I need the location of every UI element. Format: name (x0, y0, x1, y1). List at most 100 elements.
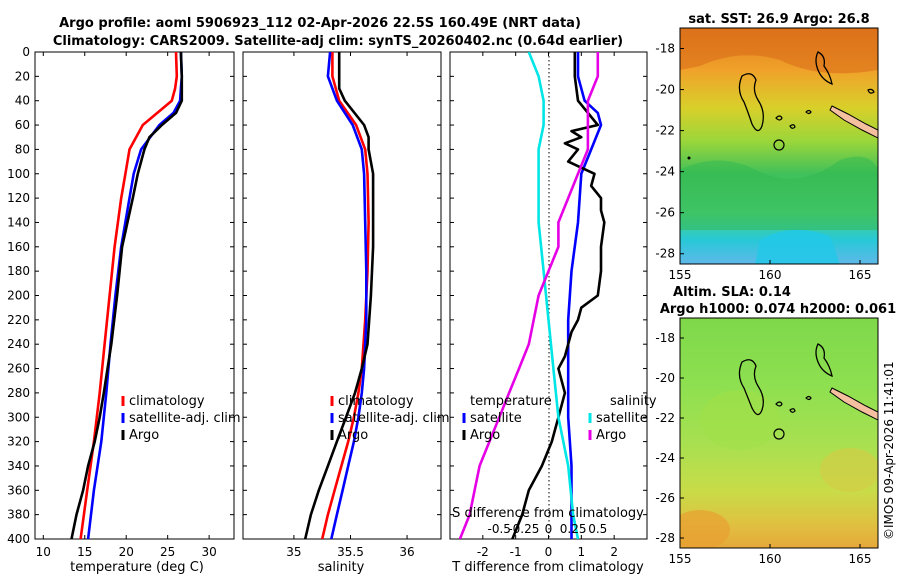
x-tick-label: 0 (545, 545, 553, 559)
map-y-tick-label: -26 (655, 206, 675, 220)
temperature-lines (70, 52, 184, 539)
map-y-tick-label: -28 (655, 531, 675, 545)
map-y-tick-label: -20 (655, 83, 675, 97)
sla-map-title-line2: Argo h1000: 0.074 h2000: 0.061 (660, 302, 896, 317)
legend-label-s-satellite: satellite (596, 411, 648, 426)
difference-lines (458, 52, 606, 539)
reef-contour-chesterfield (738, 359, 764, 416)
legend-label-t-argo: Argo (470, 428, 500, 443)
reef-contour-lord-howe (815, 343, 833, 378)
sla-map (680, 318, 878, 548)
reef-contour-small (775, 395, 812, 413)
legend-title-salinity: salinity (610, 394, 657, 409)
sla-anomaly-patch (820, 448, 878, 492)
depth-tick-label: 100 (7, 167, 30, 181)
depth-tick-label: 340 (7, 459, 30, 473)
map-y-tick-label: -26 (655, 491, 675, 505)
map-y-tick-label: -22 (655, 124, 675, 138)
temperature-axis-label: temperature (deg C) (70, 560, 204, 575)
depth-tick-label: 240 (7, 337, 30, 351)
depth-tick-label: 220 (7, 313, 30, 327)
sla-anomaly-patch (680, 510, 730, 548)
sla-map-title-line1: Altim. SLA: 0.14 (673, 285, 791, 300)
x-tick-label: 35.5 (337, 545, 364, 559)
x-tick-label: 35 (286, 545, 301, 559)
legend-label-climatology: climatology (129, 394, 205, 409)
x-tick-label: 1 (578, 545, 586, 559)
depth-tick-label: 60 (15, 118, 30, 132)
sst-cool-patch (755, 229, 840, 264)
sla-map-ticks: 155 160 165 -18 -20 -22 -24 -26 -28 (655, 331, 871, 566)
sla-map-frame (679, 317, 879, 549)
series-line-temperature-argo (511, 52, 606, 539)
depth-tick-label: 120 (7, 191, 30, 205)
legend-label-argo: Argo (338, 428, 368, 443)
series-line-argo (70, 52, 184, 539)
x-tick-label: 10 (36, 545, 51, 559)
depth-tick-label: 320 (7, 435, 30, 449)
temperature-legend: climatology satellite-adj. clim Argo (121, 394, 241, 443)
s-tick-label: 0.25 (560, 522, 587, 536)
depth-tick-label: 20 (15, 69, 30, 83)
legend-label-satellite: satellite-adj. clim (338, 411, 450, 426)
x-tick-label: 25 (160, 545, 175, 559)
land-new-caledonia (829, 387, 878, 421)
salinity-axis-label: salinity (318, 560, 365, 575)
depth-tick-label: 80 (15, 142, 30, 156)
argo-position-marker (773, 139, 785, 151)
depth-tick-label: 140 (7, 215, 30, 229)
depth-tick-label: 300 (7, 410, 30, 424)
map-y-tick-label: -24 (655, 451, 675, 465)
t-difference-axis-label: T difference from climatology (451, 560, 644, 575)
legend-label-satellite: satellite-adj. clim (129, 411, 241, 426)
land-new-caledonia (829, 105, 878, 139)
depth-tick-label: 160 (7, 240, 30, 254)
chart-title-line2: Climatology: CARS2009. Satellite-adj cli… (53, 34, 623, 49)
depth-tick-label: 180 (7, 264, 30, 278)
map-x-tick-label: 155 (669, 268, 692, 282)
map-x-tick-label: 165 (849, 552, 872, 566)
s-difference-axis-label: S difference from climatology (452, 506, 644, 521)
map-y-tick-label: -18 (655, 42, 675, 56)
depth-tick-label: 280 (7, 386, 30, 400)
salinity-legend: climatology satellite-adj. clim Argo (330, 394, 450, 443)
legend-label-climatology: climatology (338, 394, 414, 409)
sst-map-title: sat. SST: 26.9 Argo: 26.8 (688, 12, 869, 27)
s-difference-tick-labels: -0.5-0.25 0 0.25 0.5 (488, 522, 608, 536)
reef-contour-chesterfield (738, 73, 764, 132)
difference-legend: temperature satellite Argo salinity sate… (462, 394, 657, 443)
coast-dot (687, 156, 691, 160)
temperature-panel-frame (34, 51, 235, 540)
sst-warm-patch (680, 28, 878, 74)
panel-ticks: 10 15 20 25 30 35 35.5 36 -2 -1 0 1 2 (35, 51, 647, 559)
x-tick-label: -2 (477, 545, 489, 559)
map-y-tick-label: -22 (655, 411, 675, 425)
imos-timestamp-watermark: ©IMOS 09-Apr-2026 11:41:01 (882, 361, 896, 540)
sst-map-ticks: 155 160 165 -18 -20 -22 -24 -26 -28 (655, 42, 871, 282)
reef-contour-small (775, 88, 875, 129)
depth-tick-label: 360 (7, 483, 30, 497)
series-line-salinity-satellite (527, 52, 580, 539)
depth-tick-label: 40 (15, 94, 30, 108)
x-tick-label: 20 (119, 545, 134, 559)
series-line-satellite-adj-clim (86, 52, 184, 539)
s-tick-label: -0.25 (508, 522, 539, 536)
sla-anomaly-patch (700, 390, 780, 450)
series-line-climatology (79, 52, 179, 539)
series-line-salinity-argo (458, 52, 600, 539)
x-tick-label: 2 (610, 545, 618, 559)
sst-map (680, 28, 878, 264)
depth-axis-labels: 0 20 40 60 80 100 120 140 160 180 200 220 240 260 280 3… (7, 45, 30, 546)
map-x-tick-label: 165 (849, 268, 872, 282)
sst-map-frame (679, 27, 879, 265)
salinity-lines (303, 52, 375, 539)
map-y-tick-label: -18 (655, 331, 675, 345)
depth-tick-label: 260 (7, 362, 30, 376)
depth-tick-label: 0 (22, 45, 30, 59)
map-y-tick-label: -28 (655, 247, 675, 261)
series-line-argo (303, 52, 375, 539)
s-tick-label: 0.5 (588, 522, 607, 536)
chart-title-line1: Argo profile: aoml 5906923_112 02-Apr-20… (59, 16, 581, 31)
depth-tick-label: 400 (7, 532, 30, 546)
